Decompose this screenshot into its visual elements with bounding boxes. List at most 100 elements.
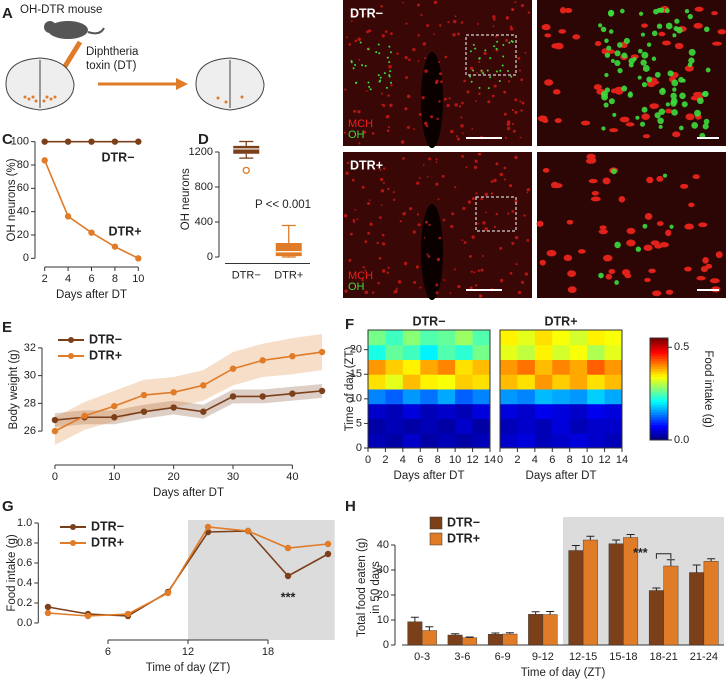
oh-cell — [641, 51, 649, 59]
cell — [457, 284, 461, 289]
stain-label: MCH — [348, 270, 373, 282]
oh-cell — [478, 86, 481, 89]
cell — [427, 255, 431, 258]
y-tick-label: 10 — [377, 614, 389, 626]
cell — [381, 233, 385, 237]
x-tick-label: 6 — [417, 454, 423, 466]
oh-cell — [671, 109, 678, 116]
y-tick-label: 1200 — [189, 146, 213, 158]
cell — [377, 281, 380, 285]
cell — [364, 240, 368, 244]
x-tick-label: 21-24 — [690, 651, 718, 663]
data-point — [51, 416, 59, 424]
oh-cell — [688, 48, 696, 56]
data-point — [81, 412, 88, 420]
cell — [460, 116, 463, 119]
x-tick-label: 20 — [168, 471, 180, 483]
oh-cell — [385, 86, 388, 89]
cell — [520, 280, 525, 284]
heat-cell — [368, 403, 386, 419]
bar — [582, 539, 598, 646]
cell — [419, 286, 422, 289]
cell — [399, 220, 402, 223]
cell — [477, 269, 480, 272]
cell — [433, 0, 438, 5]
cell — [539, 259, 546, 266]
bar — [608, 543, 624, 646]
cell — [442, 218, 446, 222]
colorbar-step — [650, 391, 668, 395]
cell — [367, 231, 371, 235]
cell — [404, 107, 408, 111]
cell — [656, 175, 664, 182]
colorbar-step — [650, 434, 668, 438]
oh-cell — [656, 23, 663, 29]
cell — [504, 136, 507, 139]
heat-cell — [534, 374, 553, 390]
cell — [512, 129, 516, 133]
heat-cell — [385, 330, 404, 346]
heat-cell — [587, 433, 606, 449]
cell — [478, 294, 483, 298]
cell — [416, 181, 420, 185]
cell — [602, 254, 613, 262]
cell — [458, 105, 462, 108]
x-axis-label: Time of day (ZT) — [146, 662, 231, 674]
colorbar-frame — [649, 337, 669, 441]
cell — [345, 171, 349, 175]
cell — [493, 18, 496, 21]
series-line — [54, 351, 323, 432]
oh-cell — [640, 59, 647, 66]
stain-label: OH — [348, 129, 365, 141]
y-tick-label: 80 — [17, 159, 29, 171]
cell — [416, 213, 420, 216]
cell — [406, 125, 410, 129]
data-point — [88, 138, 95, 145]
oh-cell — [640, 32, 645, 37]
data-point — [318, 348, 326, 356]
cell — [480, 197, 484, 201]
cell — [417, 60, 420, 62]
cell — [343, 131, 347, 134]
cell — [509, 271, 513, 275]
cell — [344, 88, 347, 91]
cell — [456, 137, 461, 141]
cell — [405, 22, 408, 25]
cell — [424, 69, 428, 73]
y-tick-label: 15 — [350, 368, 362, 380]
cell — [385, 114, 390, 119]
cell — [420, 13, 423, 17]
heat-cell — [368, 359, 386, 375]
x-tick-label: 3-6 — [454, 651, 470, 663]
data-point — [41, 138, 48, 145]
heat-cell — [569, 389, 588, 405]
oh-cell — [642, 223, 648, 229]
oh-cell — [480, 69, 483, 72]
cell — [426, 24, 430, 28]
colorbar-step — [650, 408, 668, 413]
legend-label: DTR+ — [89, 348, 122, 362]
cell — [369, 222, 373, 226]
x-tick-label: 40 — [286, 471, 298, 483]
cell — [357, 110, 361, 114]
colorbar-step — [650, 380, 668, 385]
heat-cell — [604, 389, 623, 405]
data-point — [229, 365, 237, 372]
oh-cell — [697, 97, 704, 105]
cell — [493, 84, 497, 88]
heat-cell — [472, 344, 491, 360]
cell — [435, 161, 438, 163]
x-tick-label: 12 — [598, 454, 610, 466]
cell — [475, 100, 477, 102]
cell — [511, 209, 515, 213]
mouse-label: OH-DTR mouse — [20, 4, 102, 16]
cell — [438, 236, 442, 240]
cell — [436, 117, 439, 121]
colorbar-step — [650, 373, 668, 377]
cell — [690, 95, 699, 101]
oh-cell — [646, 76, 653, 83]
mouse-body — [48, 21, 88, 39]
data-point — [324, 550, 332, 558]
heat-cell — [420, 330, 439, 346]
cell — [402, 1, 404, 4]
